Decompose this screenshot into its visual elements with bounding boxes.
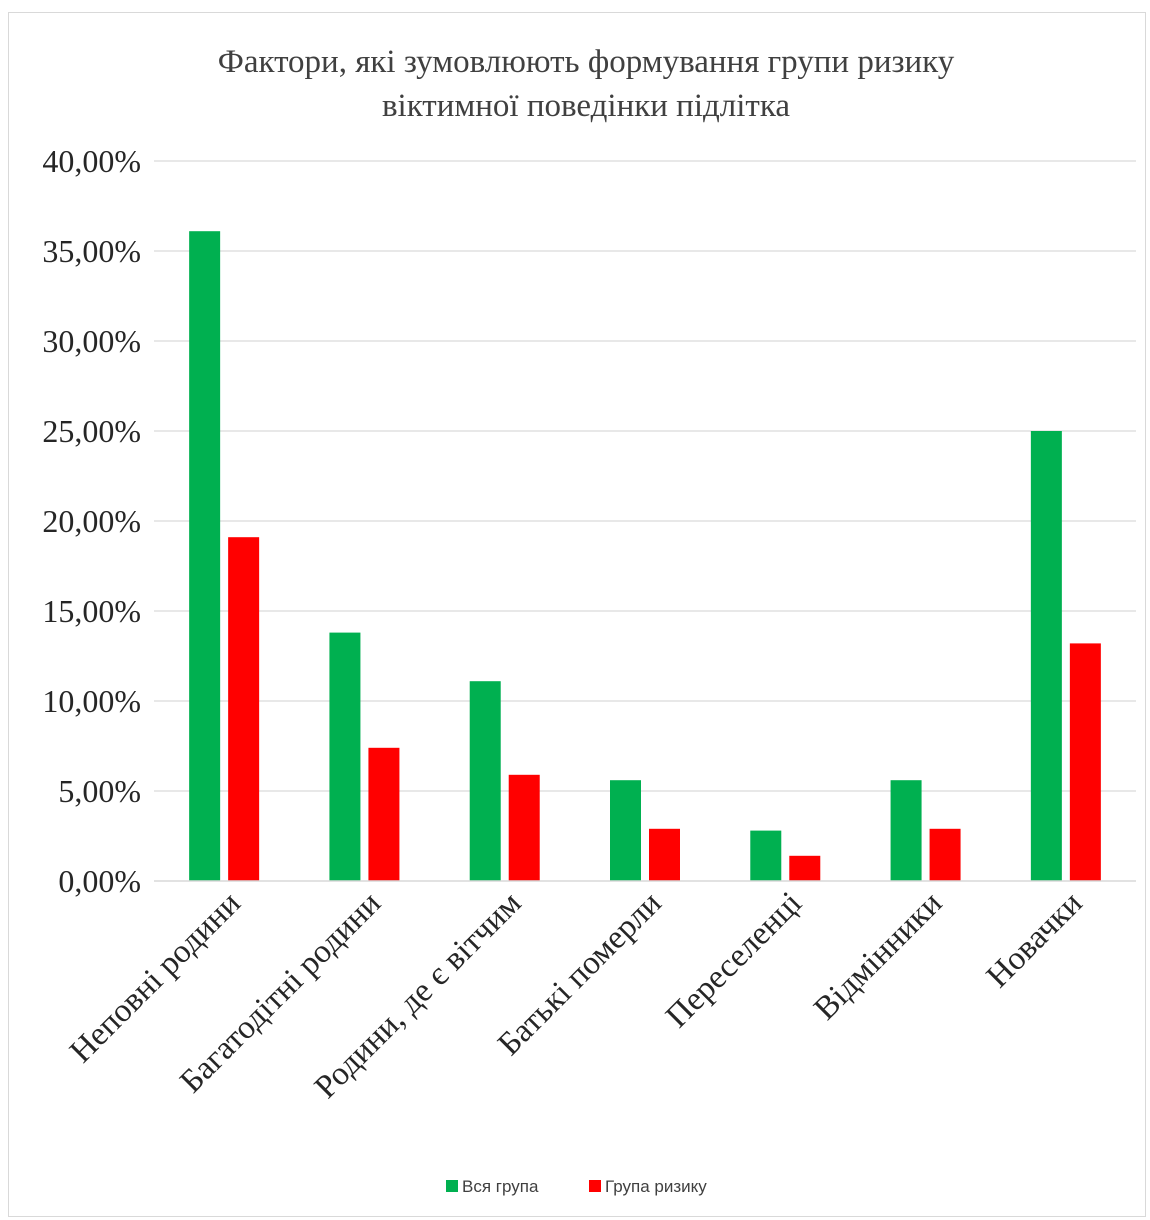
x-tick-label: Відмінники <box>807 885 949 1027</box>
bar <box>1030 431 1062 881</box>
chart-frame: Фактори, які зумовлюють формування групи… <box>8 12 1146 1217</box>
y-tick-label: 35,00% <box>42 233 141 269</box>
y-tick-label: 10,00% <box>42 683 141 719</box>
gridlines <box>154 160 1136 792</box>
x-tick-label: Новачки <box>980 885 1090 995</box>
bars <box>189 231 1101 881</box>
legend: Вся група Група ризику <box>446 1177 707 1196</box>
chart-title-line-1: Фактори, які зумовлюють формування групи… <box>218 44 955 80</box>
legend-swatch <box>446 1180 458 1192</box>
bar <box>329 632 361 881</box>
bar <box>368 747 400 881</box>
y-axis-ticks: 0,00% 5,00% 10,00% 15,00% 20,00% 25,00% 30,00%… <box>42 143 141 899</box>
y-tick-label: 40,00% <box>42 143 141 179</box>
bar <box>929 828 961 881</box>
bar <box>789 855 821 881</box>
chart-title-line-2: віктимної поведінки підлітка <box>382 88 790 124</box>
legend-label: Група ризику <box>605 1177 707 1196</box>
legend-swatch <box>589 1180 601 1192</box>
chart: Фактори, які зумовлюють формування групи… <box>42 44 1136 1196</box>
x-tick-label: Переселенці <box>659 885 809 1035</box>
bar <box>890 780 922 881</box>
y-tick-label: 15,00% <box>42 593 141 629</box>
y-tick-label: 0,00% <box>58 863 141 899</box>
y-tick-label: 5,00% <box>58 773 141 809</box>
bar <box>1069 643 1101 881</box>
y-tick-label: 25,00% <box>42 413 141 449</box>
chart-title: Фактори, які зумовлюють формування групи… <box>218 44 955 124</box>
y-tick-label: 30,00% <box>42 323 141 359</box>
bar <box>610 780 641 881</box>
bar <box>508 774 540 881</box>
y-tick-label: 20,00% <box>42 503 141 539</box>
legend-label: Вся група <box>462 1177 539 1196</box>
bar <box>469 681 501 881</box>
bar <box>649 828 680 881</box>
bar <box>228 537 260 881</box>
bar <box>189 231 221 881</box>
bar <box>750 830 782 881</box>
